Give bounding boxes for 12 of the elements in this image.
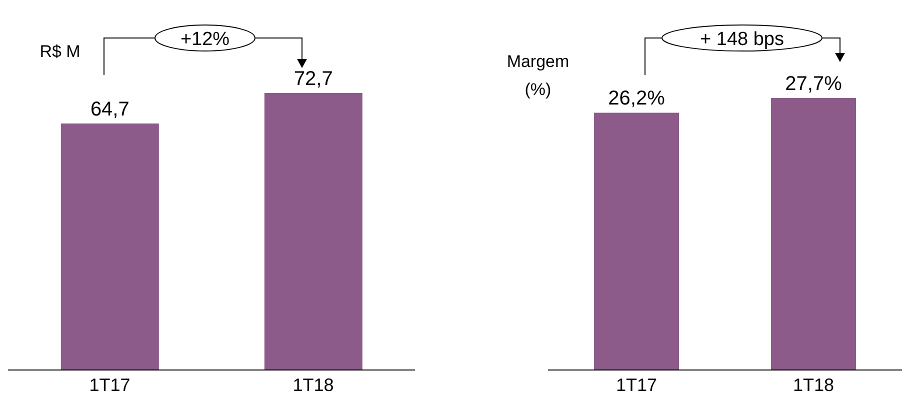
data-label: 64,7 bbox=[90, 98, 130, 120]
y-axis-title: R$ M bbox=[38, 41, 82, 63]
x-tick-label: 1T17 bbox=[89, 374, 130, 395]
data-label: 72,7 bbox=[294, 68, 333, 90]
x-tick-label: 1T18 bbox=[292, 374, 334, 395]
text: +12% bbox=[180, 29, 230, 50]
data-label: 27,7% bbox=[785, 73, 842, 95]
text: + 148 bps bbox=[700, 29, 784, 50]
data-label: 26,2% bbox=[608, 88, 666, 110]
x-tick-label: 1T17 bbox=[616, 374, 658, 395]
y-axis-title: Margem (%) bbox=[506, 51, 570, 101]
x-tick-label: 1T18 bbox=[792, 374, 834, 395]
